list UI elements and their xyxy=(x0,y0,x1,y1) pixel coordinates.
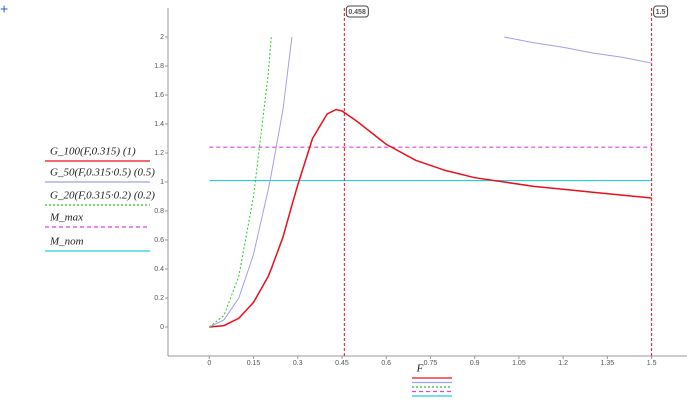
y-tick-label: 0.6 xyxy=(154,237,164,244)
x-tick-label: 0.6 xyxy=(381,360,391,367)
marker-label: 0.458 xyxy=(348,9,366,16)
x-tick-label: 1.35 xyxy=(601,360,615,367)
legend-label: M_nom xyxy=(49,236,84,248)
x-tick-label: 0.3 xyxy=(293,360,303,367)
marker-label-box xyxy=(345,5,369,18)
x-tick-label: 0 xyxy=(207,360,211,367)
y-tick-label: 2 xyxy=(160,34,164,41)
x-tick-label: 0.9 xyxy=(470,360,480,367)
x-tick-label: 0.75 xyxy=(424,360,438,367)
x-tick-label: 0.45 xyxy=(335,360,349,367)
y-tick-label: 1.6 xyxy=(154,92,164,99)
series-line xyxy=(209,36,652,328)
series-line xyxy=(208,36,272,328)
y-tick-label: 1.2 xyxy=(154,150,164,157)
x-tick-label: 1.5 xyxy=(647,360,657,367)
y-tick-label: 0.4 xyxy=(154,266,164,273)
x-tick-label: 0.15 xyxy=(247,360,261,367)
x-tick-label: 1.2 xyxy=(558,360,568,367)
y-tick-label: 0 xyxy=(160,324,164,331)
series-line xyxy=(209,108,652,328)
y-tick-label: 1 xyxy=(160,179,164,186)
x-axis-label: F xyxy=(416,363,424,375)
y-tick-label: 1.4 xyxy=(154,121,164,128)
legend-label: G_50(F,0.315·0.5) (0.5) xyxy=(50,167,155,179)
legend-label: G_100(F,0.315) (1) xyxy=(50,146,136,158)
y-tick-label: 1.8 xyxy=(154,63,164,70)
legend-label: M_max xyxy=(49,212,83,224)
marker-label-box xyxy=(653,5,669,18)
y-tick-label: 0.8 xyxy=(154,208,164,215)
legend-label: G_20(F,0.315·0.2) (0.2) xyxy=(50,190,155,202)
y-tick-label: 0.2 xyxy=(154,295,164,302)
marker-label: 1.5 xyxy=(656,9,666,16)
x-tick-label: 1.05 xyxy=(512,360,526,367)
corner-symbol: + xyxy=(0,1,8,17)
